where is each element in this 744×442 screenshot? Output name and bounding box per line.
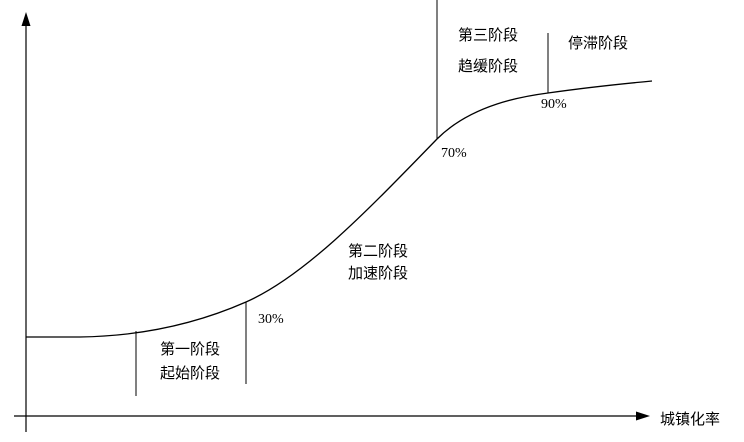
stage-4-label: 停滞阶段: [568, 34, 628, 52]
stage-3-title: 第三阶段: [458, 26, 519, 44]
threshold-30: 30%: [258, 312, 284, 327]
stage-3-label: 第三阶段 趋缓阶段: [458, 26, 518, 75]
stage-4-title: 停滞阶段: [568, 34, 629, 52]
stage-2-subtitle: 加速阶段: [348, 264, 409, 282]
threshold-70: 70%: [441, 146, 467, 161]
stage-1-title: 第一阶段: [160, 340, 221, 358]
urbanization-curve: [26, 80, 653, 338]
stage-2-label: 第二阶段 加速阶段: [348, 242, 408, 282]
threshold-90: 90%: [541, 97, 567, 112]
stage-3-subtitle: 趋缓阶段: [458, 57, 519, 75]
x-axis-label: 城镇化率: [660, 410, 721, 428]
x-axis-arrow: [636, 411, 650, 421]
stage-1-subtitle: 起始阶段: [160, 364, 221, 382]
stage-1-label: 第一阶段 起始阶段: [160, 340, 220, 382]
y-axis-arrow: [21, 12, 31, 26]
stage-2-title: 第二阶段: [348, 242, 409, 260]
